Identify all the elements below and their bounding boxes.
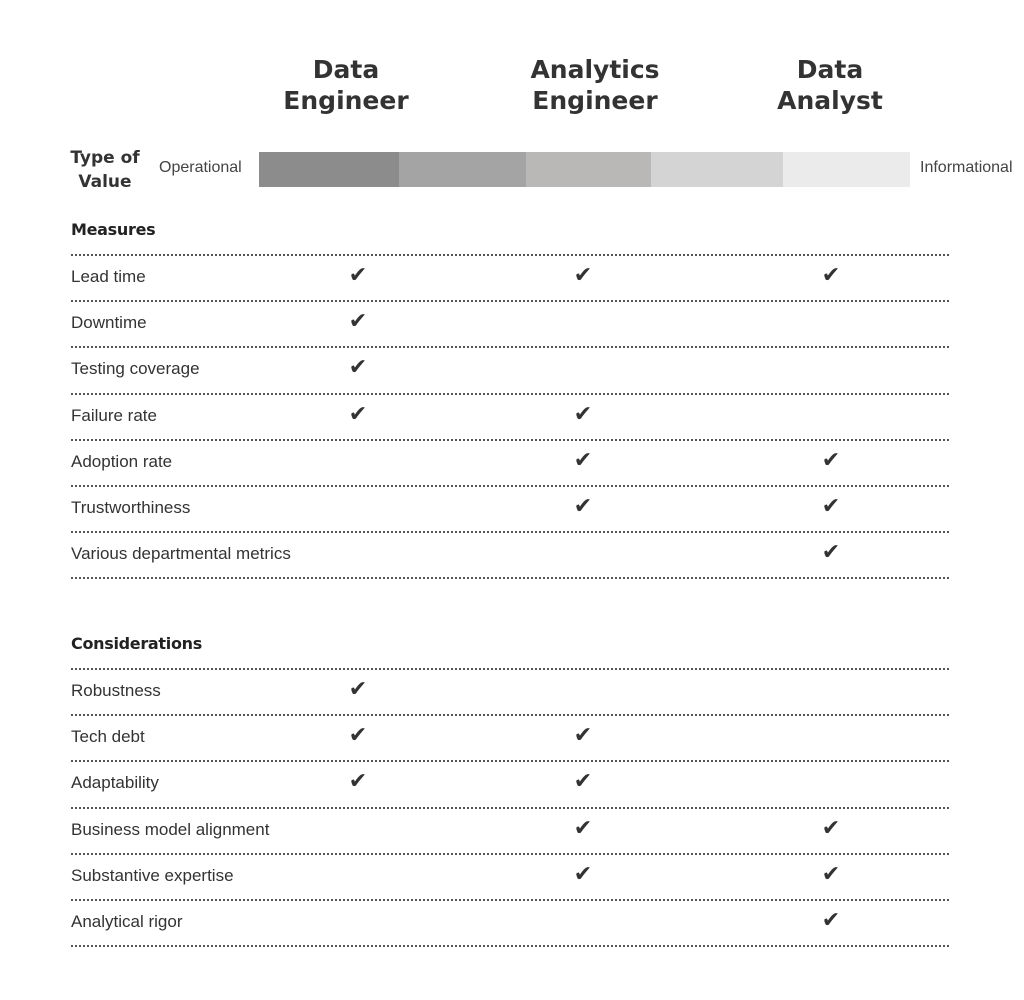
checkmark-icon: ✔ xyxy=(348,677,368,702)
column-header-analytics-engineer: Analytics Engineer xyxy=(530,55,660,115)
section-title: Considerations xyxy=(71,634,202,653)
checkmark-icon: ✔ xyxy=(821,263,841,288)
row-divider xyxy=(71,438,949,441)
row-label: Adoption rate xyxy=(71,451,173,471)
row-divider xyxy=(71,346,949,349)
row-divider xyxy=(71,577,949,580)
checkmark-icon: ✔ xyxy=(348,723,368,749)
scale-segment xyxy=(783,152,910,187)
checkmark-icon: ✔ xyxy=(348,769,368,795)
row-label: Tech debt xyxy=(71,727,145,747)
checkmark-icon: ✔ xyxy=(573,447,593,473)
row-divider xyxy=(71,254,949,256)
row-divider xyxy=(71,714,949,717)
scale-segment xyxy=(259,152,399,187)
checkmark-icon: ✔ xyxy=(573,815,593,841)
checkmark-icon: ✔ xyxy=(348,263,368,288)
row-label: Various departmental metrics xyxy=(71,544,291,564)
row-divider xyxy=(71,945,949,948)
checkmark-icon: ✔ xyxy=(573,861,593,887)
checkmark-icon: ✔ xyxy=(348,309,368,335)
section-title: Measures xyxy=(71,220,156,239)
checkmark-icon: ✔ xyxy=(348,401,368,427)
checkmark-icon: ✔ xyxy=(573,263,593,288)
row-label: Downtime xyxy=(71,313,147,333)
scale-segment xyxy=(526,152,651,187)
checkmark-icon: ✔ xyxy=(573,769,593,795)
checkmark-icon: ✔ xyxy=(821,447,841,473)
row-divider xyxy=(71,300,949,303)
row-divider xyxy=(71,806,949,809)
column-header-data-analyst: Data Analyst xyxy=(777,55,883,115)
row-label: Adaptability xyxy=(71,773,159,793)
row-divider xyxy=(71,392,949,395)
row-label: Testing coverage xyxy=(71,359,200,379)
row-divider xyxy=(71,485,949,487)
informational-label: Informational xyxy=(920,159,1013,176)
row-label: Robustness xyxy=(71,681,161,700)
checkmark-icon: ✔ xyxy=(573,401,593,427)
checkmark-icon: ✔ xyxy=(821,494,841,519)
type-of-value-label: Type of Value xyxy=(70,148,140,192)
checkmark-icon: ✔ xyxy=(821,815,841,841)
checkmark-icon: ✔ xyxy=(821,908,841,933)
row-divider xyxy=(71,899,949,901)
row-label: Trustworthiness xyxy=(71,498,191,517)
row-label: Analytical rigor xyxy=(71,912,183,931)
row-divider xyxy=(71,531,949,534)
row-label: Business model alignment xyxy=(71,819,270,839)
checkmark-icon: ✔ xyxy=(821,861,841,887)
row-divider xyxy=(71,852,949,855)
scale-segment xyxy=(399,152,526,187)
checkmark-icon: ✔ xyxy=(573,723,593,749)
scale-segment xyxy=(651,152,783,187)
checkmark-icon: ✔ xyxy=(821,540,841,566)
checkmark-icon: ✔ xyxy=(348,355,368,381)
operational-label: Operational xyxy=(159,159,242,176)
column-header-data-engineer: Data Engineer xyxy=(283,55,409,115)
row-label: Lead time xyxy=(71,267,146,286)
row-label: Failure rate xyxy=(71,405,157,425)
row-divider xyxy=(71,760,949,763)
row-label: Substantive expertise xyxy=(71,865,234,885)
checkmark-icon: ✔ xyxy=(573,494,593,519)
row-divider xyxy=(71,668,949,670)
